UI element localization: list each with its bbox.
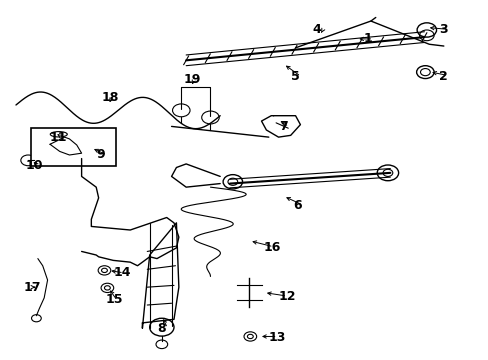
Text: 11: 11 [50,131,67,144]
Text: 16: 16 [264,241,281,255]
Text: 4: 4 [312,23,321,36]
Text: 13: 13 [268,331,285,344]
Text: 3: 3 [438,23,447,36]
Text: 12: 12 [278,289,295,303]
Text: 8: 8 [157,322,165,335]
Text: 9: 9 [96,148,104,162]
Text: 6: 6 [292,198,301,212]
Text: 17: 17 [23,281,41,294]
Text: 10: 10 [26,159,43,172]
Text: 15: 15 [106,293,123,306]
Text: 2: 2 [438,70,447,83]
Text: 18: 18 [101,91,118,104]
Text: 1: 1 [363,32,372,45]
Text: 5: 5 [290,70,299,83]
Text: 14: 14 [113,266,130,279]
Text: 19: 19 [183,73,201,86]
Text: 7: 7 [279,120,287,133]
FancyBboxPatch shape [30,128,116,166]
